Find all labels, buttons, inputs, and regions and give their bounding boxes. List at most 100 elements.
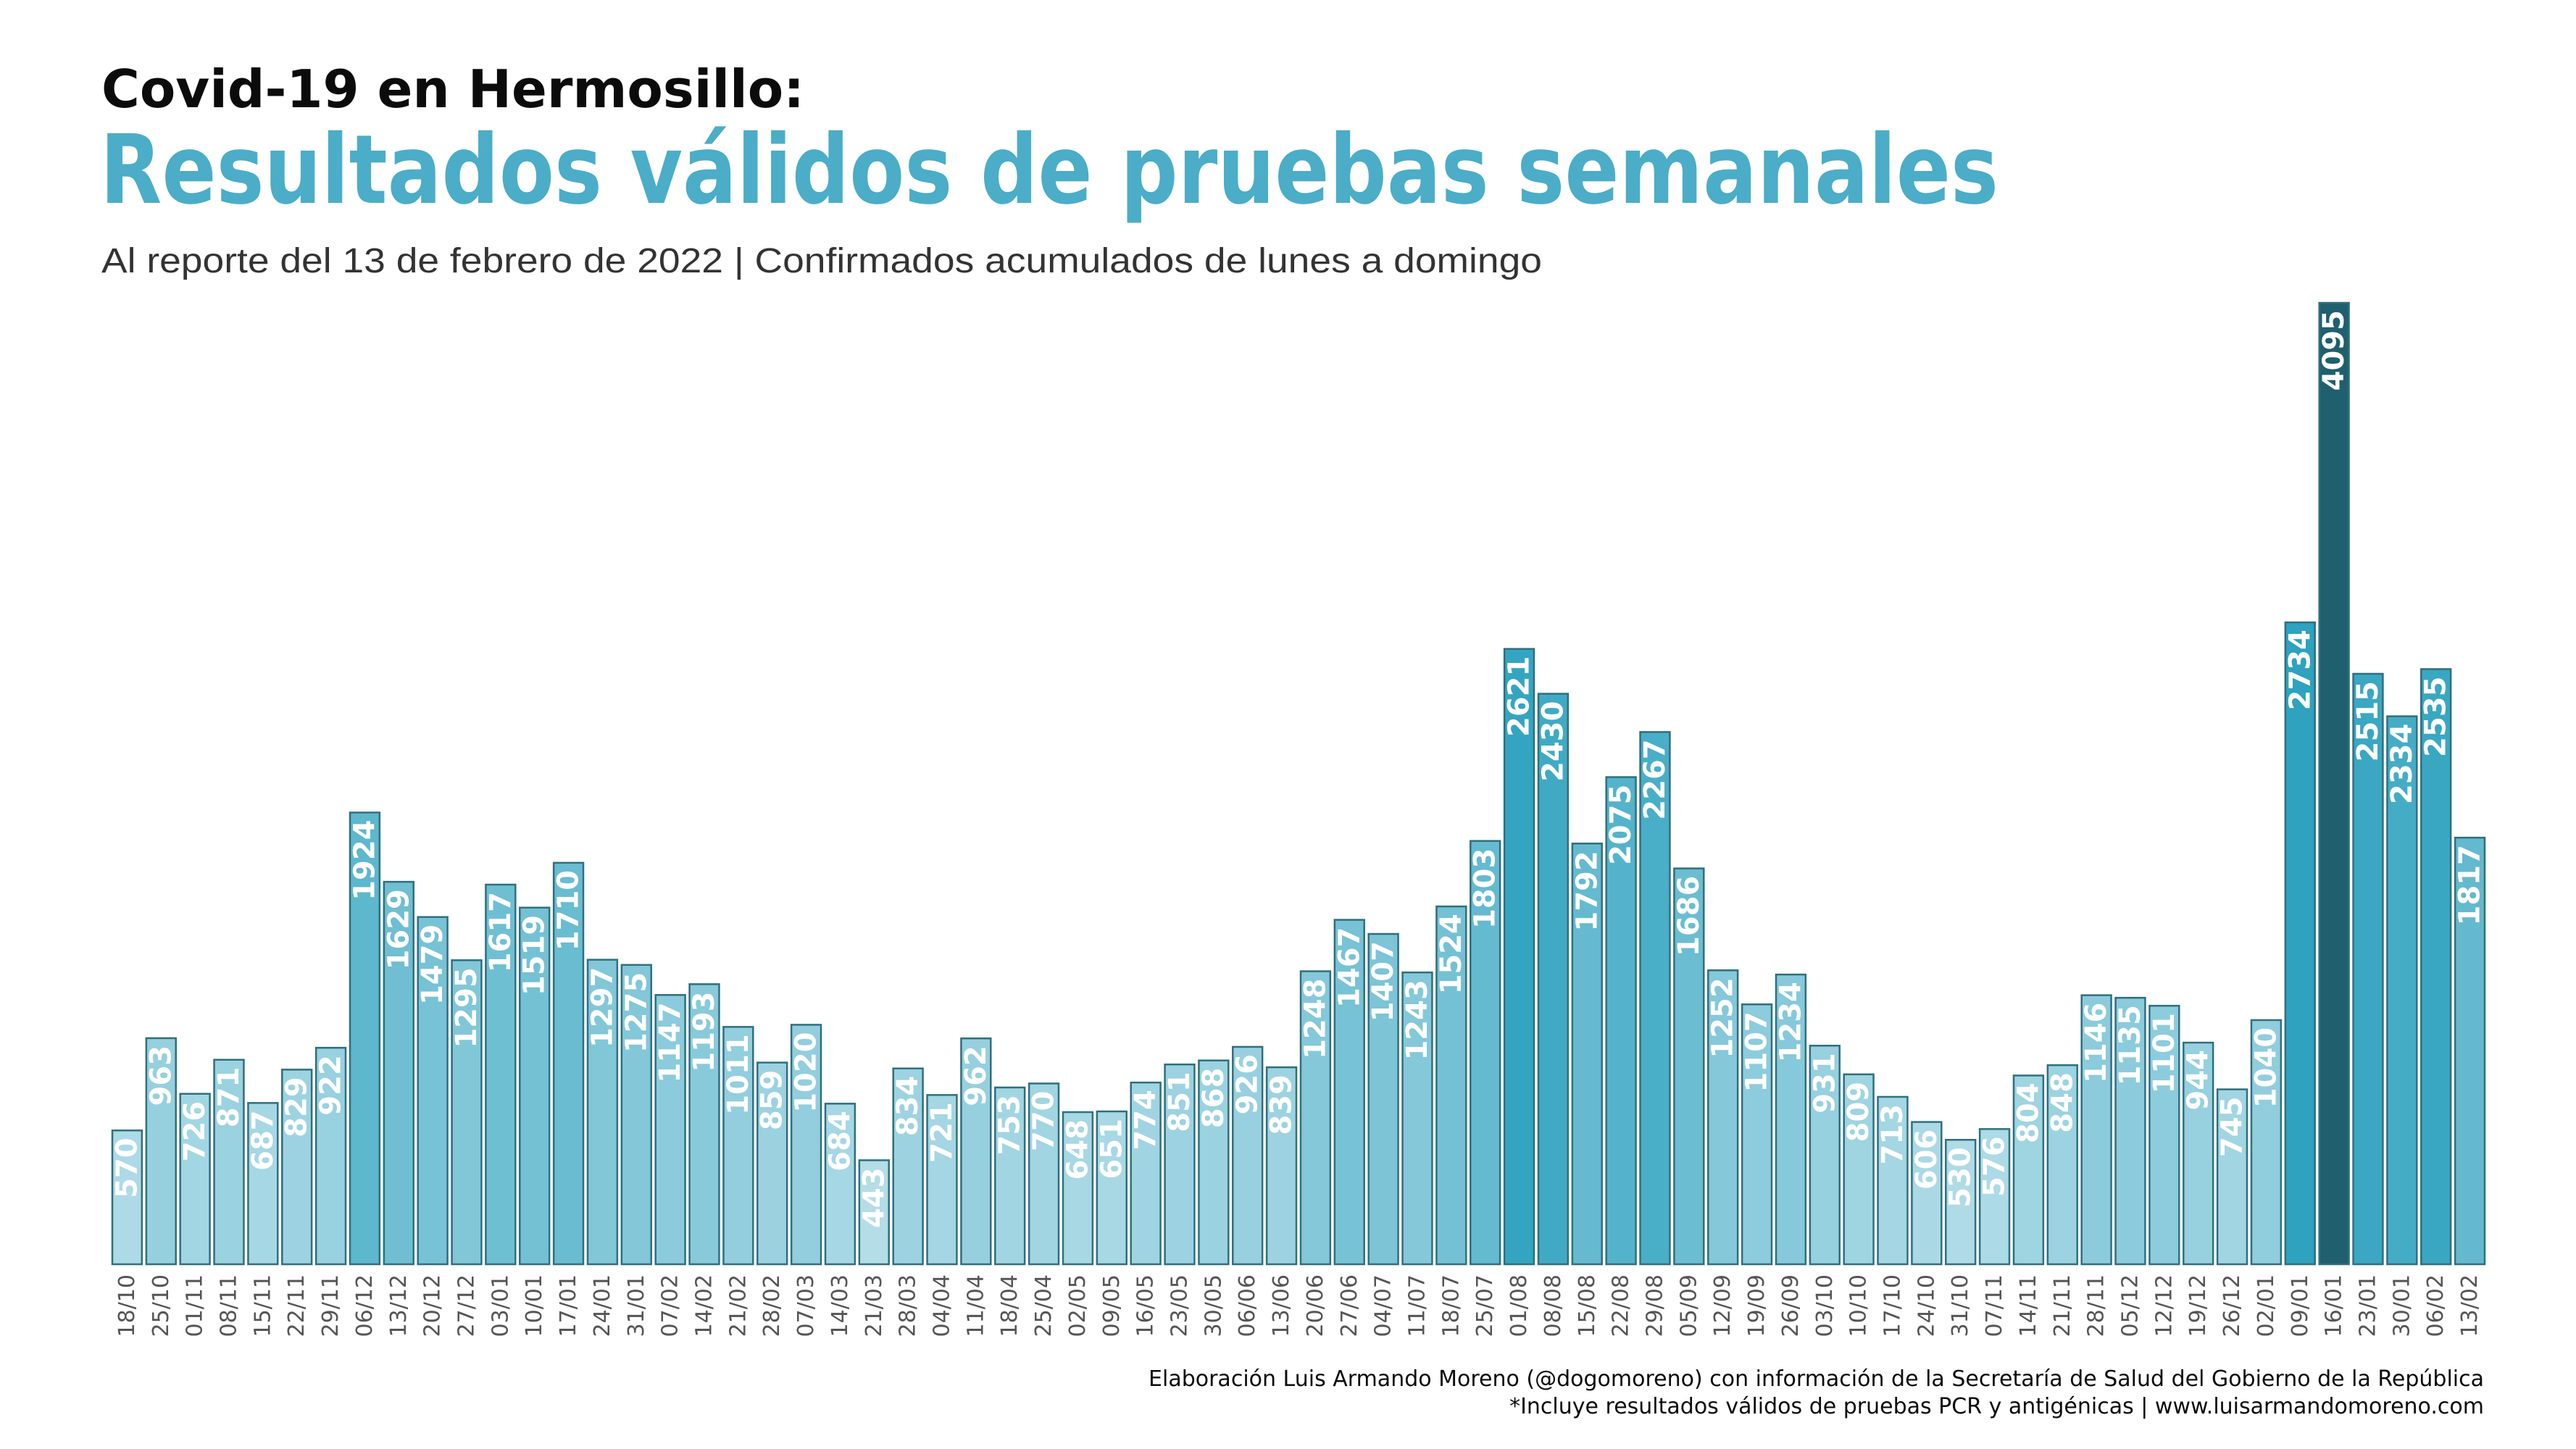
bar-08/08 [1537, 693, 1570, 1266]
x-tick-label: 01/08 [1506, 1274, 1532, 1337]
value-label-15/08: 1792 [1570, 851, 1604, 931]
bar-14/11 [2012, 1074, 2045, 1266]
bar-07/02 [654, 994, 686, 1266]
value-label-25/10: 963 [144, 1045, 178, 1106]
value-label-10/01: 1519 [518, 915, 551, 995]
bar-12/12 [2148, 1004, 2180, 1266]
value-label-08/11: 871 [212, 1067, 246, 1128]
bar-23/05 [1164, 1063, 1196, 1266]
x-tick-label: 21/02 [725, 1274, 751, 1337]
value-label-07/11: 576 [1978, 1136, 2012, 1197]
bar-19/12 [2183, 1041, 2214, 1266]
value-label-20/12: 1479 [416, 924, 449, 1005]
x-tick-label: 14/02 [692, 1274, 717, 1337]
bar-14/03 [824, 1103, 856, 1266]
value-label-22/11: 829 [280, 1077, 314, 1137]
bar-19/09 [1741, 1003, 1773, 1266]
bar-31/01 [620, 964, 652, 1266]
value-label-19/12: 944 [2182, 1050, 2215, 1111]
bar-03/10 [1809, 1045, 1841, 1266]
x-tick-label: 05/09 [1676, 1274, 1701, 1337]
bar-22/08 [1605, 776, 1637, 1266]
x-tick-label: 09/01 [2288, 1274, 2313, 1337]
bar-27/12 [451, 959, 483, 1266]
x-tick-label: 31/01 [624, 1274, 649, 1337]
value-label-31/10: 530 [1944, 1147, 1977, 1208]
value-label-03/10: 931 [1808, 1053, 1841, 1114]
x-tick-label: 28/11 [2084, 1274, 2109, 1337]
bar-17/10 [1877, 1095, 1909, 1266]
bar-18/04 [994, 1086, 1026, 1266]
bar-28/11 [2080, 994, 2112, 1266]
bar-22/11 [281, 1069, 313, 1266]
value-label-13/06: 839 [1265, 1074, 1299, 1135]
x-tick-label: 23/01 [2356, 1274, 2381, 1337]
value-label-30/01: 2334 [2385, 724, 2419, 804]
bar-23/01 [2352, 672, 2384, 1266]
bar-18/07 [1435, 905, 1467, 1266]
value-label-13/02: 1817 [2454, 845, 2487, 925]
x-tick-label: 06/06 [1235, 1274, 1260, 1337]
bar-21/11 [2046, 1064, 2078, 1266]
x-tick-label: 18/07 [1438, 1274, 1464, 1337]
x-tick-label: 12/09 [1710, 1274, 1735, 1337]
x-tick-label: 16/05 [1133, 1274, 1159, 1337]
value-label-04/07: 1407 [1367, 941, 1400, 1022]
bar-27/06 [1333, 919, 1365, 1266]
x-tick-label: 19/09 [1744, 1274, 1770, 1337]
x-tick-label: 23/05 [1167, 1274, 1193, 1337]
bar-31/10 [1945, 1139, 1977, 1266]
bar-04/07 [1367, 932, 1399, 1266]
value-label-06/06: 926 [1231, 1054, 1264, 1115]
value-label-16/05: 774 [1129, 1090, 1162, 1151]
bar-15/11 [247, 1102, 279, 1266]
value-label-29/11: 922 [314, 1055, 348, 1116]
value-label-13/12: 1629 [382, 889, 415, 969]
bar-11/07 [1401, 971, 1433, 1266]
x-tick-label: 17/10 [1880, 1274, 1906, 1337]
value-label-27/06: 1467 [1333, 927, 1366, 1008]
x-tick-label: 27/12 [454, 1274, 480, 1337]
x-tick-label: 01/11 [183, 1274, 208, 1337]
x-tick-label: 08/11 [217, 1274, 242, 1337]
x-tick-label: 20/12 [420, 1274, 446, 1337]
bar-17/01 [552, 861, 585, 1266]
value-label-01/08: 2621 [1503, 656, 1536, 737]
value-label-21/02: 1011 [722, 1034, 755, 1114]
value-label-09/05: 651 [1095, 1119, 1128, 1179]
value-label-09/01: 2734 [2283, 630, 2317, 710]
value-label-14/11: 804 [2012, 1082, 2045, 1143]
chart-subtitle: Al reporte del 13 de febrero de 2022 | C… [101, 242, 1542, 280]
value-label-29/08: 2267 [1638, 739, 1672, 819]
value-label-12/12: 1101 [2148, 1013, 2181, 1093]
x-tick-label: 10/10 [1846, 1274, 1872, 1337]
bar-06/06 [1232, 1045, 1264, 1266]
value-label-14/03: 684 [823, 1111, 856, 1172]
bar-16/05 [1130, 1081, 1162, 1266]
value-label-25/07: 1803 [1469, 848, 1502, 929]
value-label-21/03: 443 [857, 1167, 891, 1228]
value-label-31/01: 1275 [620, 972, 653, 1053]
x-tick-label: 03/10 [1812, 1274, 1838, 1337]
bar-02/05 [1062, 1111, 1094, 1266]
value-label-05/12: 1135 [2114, 1005, 2147, 1085]
x-tick-label: 24/01 [590, 1274, 615, 1337]
bar-28/03 [892, 1067, 924, 1266]
bar-05/09 [1673, 867, 1705, 1266]
x-tick-label: 25/10 [149, 1274, 174, 1337]
bar-13/12 [383, 880, 414, 1266]
bar-30/05 [1198, 1059, 1230, 1266]
value-label-07/02: 1147 [654, 1002, 687, 1082]
value-label-12/09: 1252 [1706, 977, 1740, 1058]
x-tick-label: 02/01 [2254, 1274, 2279, 1337]
value-label-23/01: 2515 [2351, 681, 2385, 761]
x-tick-label: 18/04 [997, 1274, 1022, 1337]
chart-headline: Resultados válidos de pruebas semanales [100, 114, 1998, 226]
bar-13/06 [1265, 1066, 1298, 1266]
bar-25/10 [145, 1037, 177, 1266]
value-label-04/04: 721 [925, 1102, 959, 1163]
bar-14/02 [688, 983, 720, 1266]
x-tick-label: 20/06 [1303, 1274, 1328, 1337]
